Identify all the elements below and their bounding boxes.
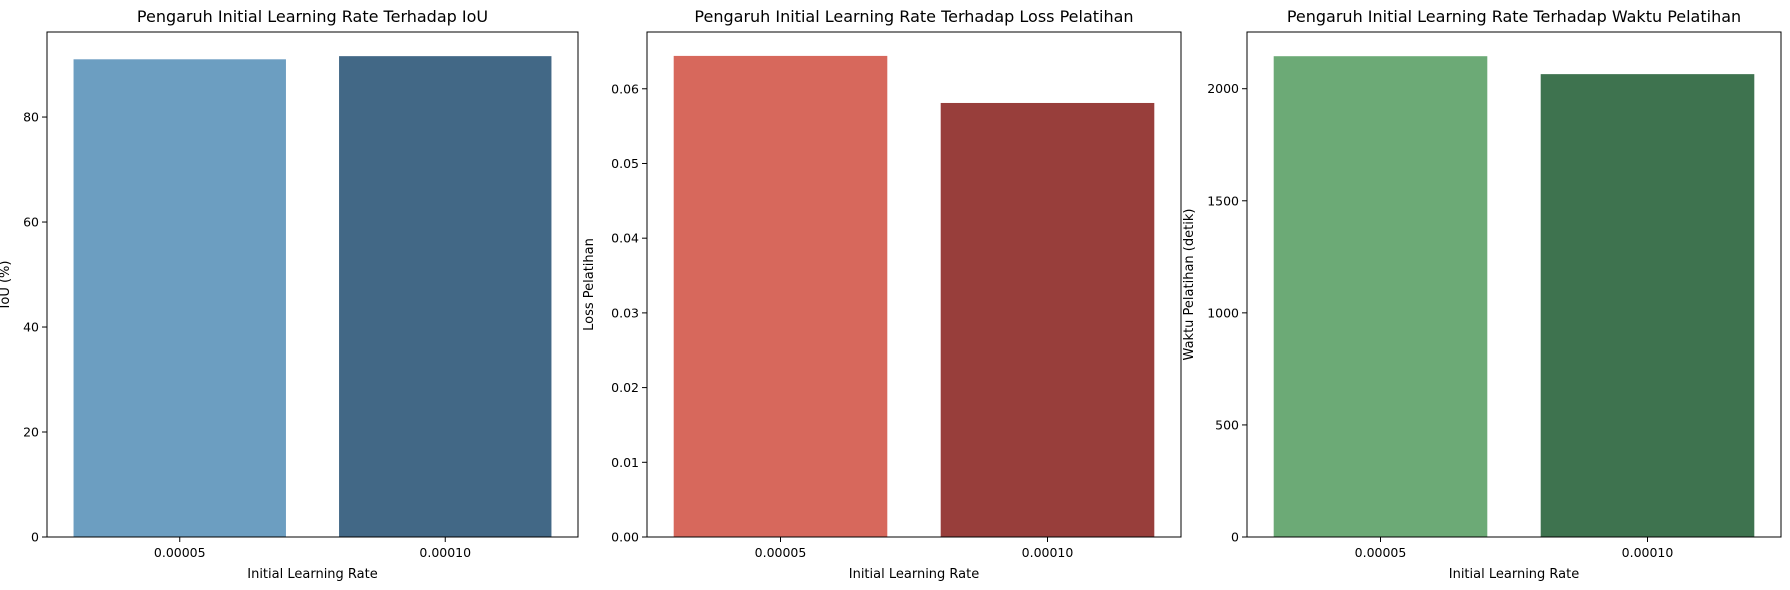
chart-title: Pengaruh Initial Learning Rate Terhadap … [1287,7,1741,26]
y-axis-label: IoU (%) [0,261,13,309]
y-tick-label: 0.04 [611,231,639,246]
chart-panel-2: 0.00 0.01 0.02 0.03 0.04 0.05 0.06 0.00005 0.000… [582,7,1182,582]
plot-frame [1246,31,1782,538]
y-tick-label: 500 [1215,417,1239,432]
y-axis-label: Waktu Pelatihan (detik) [1182,209,1197,361]
y-tick-label: 0.02 [611,380,639,395]
y-tick-label: 0.03 [611,305,639,320]
bar-1 [673,55,888,537]
plot-frame [646,31,1182,538]
bar-2 [339,56,552,537]
x-axis-label: Initial Learning Rate [1449,567,1579,582]
y-tick-label: 0.01 [611,455,639,470]
bar-1 [73,59,286,537]
y-tick-label: 40 [23,320,39,335]
y-tick-label: 0.06 [611,81,639,96]
x-tick-label: 0.00010 [419,545,471,560]
y-tick-label: 2000 [1207,81,1239,96]
y-tick-label: 80 [23,110,39,125]
y-tick-label: 1500 [1207,193,1239,208]
chart-title: Pengaruh Initial Learning Rate Terhadap … [694,7,1133,26]
y-tick-label: 20 [23,425,39,440]
chart-title: Pengaruh Initial Learning Rate Terhadap … [137,7,488,26]
y-axis-label: Loss Pelatihan [582,238,597,331]
bar-2 [940,102,1155,537]
x-axis-label: Initial Learning Rate [849,567,979,582]
bar-2 [1540,74,1755,537]
x-tick-label: 0.00010 [1622,545,1674,560]
x-tick-label: 0.00005 [1355,545,1407,560]
y-tick-label: 0.05 [611,156,639,171]
x-tick-label: 0.00010 [1022,545,1074,560]
y-tick-label: 1000 [1207,305,1239,320]
plot-frame [46,31,579,538]
chart-panel-1: 0 20 40 60 80 0.00005 0.00010 Pengaruh Initial … [0,7,579,582]
y-tick-label: 60 [23,215,39,230]
x-tick-label: 0.00005 [154,545,206,560]
chart-panel-3: 0 500 1000 1500 2000 0.00005 0.00010 Pengaruh I… [1182,7,1782,582]
y-tick-label: 0 [1231,530,1239,545]
y-tick-label: 0.00 [611,530,639,545]
x-axis-label: Initial Learning Rate [247,567,377,582]
bar-1 [1273,56,1488,537]
y-tick-label: 0 [31,530,39,545]
x-tick-label: 0.00005 [755,545,807,560]
